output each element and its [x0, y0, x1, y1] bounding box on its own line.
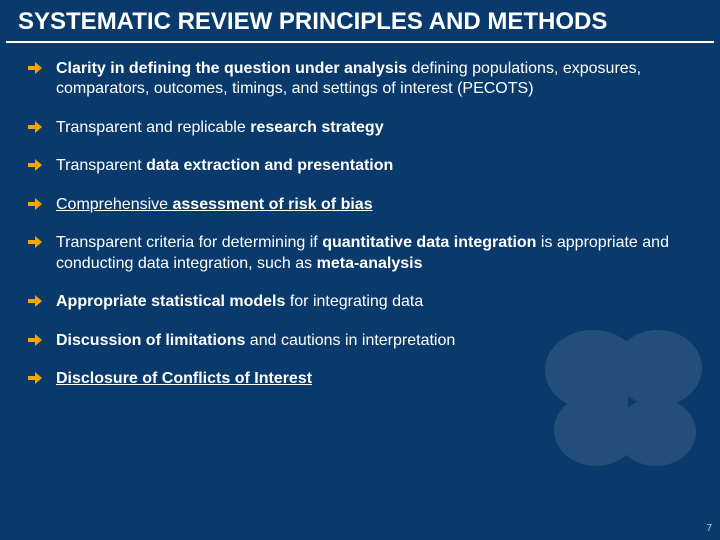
slide: SYSTEMATIC REVIEW PRINCIPLES AND METHODS…: [0, 0, 720, 540]
bullet-item: Clarity in defining the question under a…: [28, 59, 692, 100]
slide-title: SYSTEMATIC REVIEW PRINCIPLES AND METHODS: [18, 8, 702, 37]
arrow-icon: [28, 371, 42, 385]
arrow-icon: [28, 197, 42, 211]
bullet-item: Appropriate statistical models for integ…: [28, 292, 692, 312]
bullet-text: Transparent and replicable research stra…: [56, 118, 692, 138]
arrow-icon: [28, 120, 42, 134]
title-container: SYSTEMATIC REVIEW PRINCIPLES AND METHODS: [6, 0, 714, 43]
arrow-icon: [28, 235, 42, 249]
arrow-icon: [28, 294, 42, 308]
bullet-text: Transparent data extraction and presenta…: [56, 156, 692, 176]
bullet-item: Transparent and replicable research stra…: [28, 118, 692, 138]
arrow-icon: [28, 158, 42, 172]
bullet-item: Transparent criteria for determining if …: [28, 233, 692, 274]
bullet-item: Discussion of limitations and cautions i…: [28, 331, 692, 351]
bullet-item: Comprehensive assessment of risk of bias: [28, 195, 692, 215]
bullet-list: Clarity in defining the question under a…: [0, 43, 720, 390]
bullet-item: Disclosure of Conflicts of Interest: [28, 369, 692, 389]
page-number: 7: [706, 523, 712, 534]
bullet-text: Appropriate statistical models for integ…: [56, 292, 692, 312]
bullet-text: Discussion of limitations and cautions i…: [56, 331, 692, 351]
arrow-icon: [28, 333, 42, 347]
arrow-icon: [28, 61, 42, 75]
bullet-item: Transparent data extraction and presenta…: [28, 156, 692, 176]
bullet-text: Disclosure of Conflicts of Interest: [56, 369, 692, 389]
bullet-text: Clarity in defining the question under a…: [56, 59, 692, 100]
bullet-text: Transparent criteria for determining if …: [56, 233, 692, 274]
bullet-text: Comprehensive assessment of risk of bias: [56, 195, 692, 215]
